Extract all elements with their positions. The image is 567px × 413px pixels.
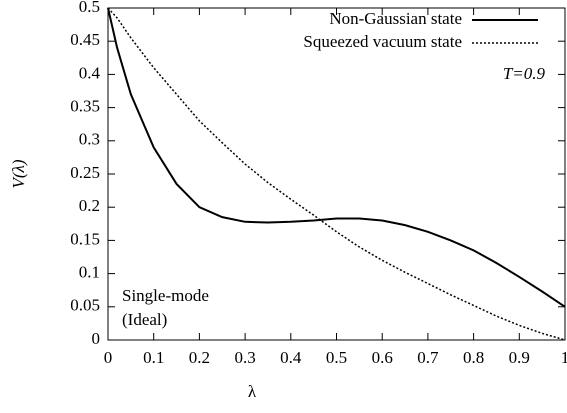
y-tick-label: 0.45 <box>70 30 100 49</box>
x-axis-label: λ <box>248 382 257 401</box>
x-tick-label: 0.7 <box>417 348 439 367</box>
y-tick-label: 0.4 <box>79 63 101 82</box>
legend-label: Non-Gaussian state <box>329 9 462 28</box>
x-tick-label: 1 <box>561 348 567 367</box>
y-tick-label: 0 <box>92 329 101 348</box>
y-axis-label: V(λ) <box>9 159 28 188</box>
y-tick-label: 0.05 <box>70 296 100 315</box>
x-tick-label: 0.6 <box>372 348 393 367</box>
y-tick-label: 0.5 <box>79 0 100 16</box>
series-line <box>107 7 566 341</box>
x-tick-label: 0.5 <box>326 348 347 367</box>
x-tick-label: 0.3 <box>234 348 255 367</box>
y-tick-label: 0.15 <box>70 229 100 248</box>
annotation: T=0.9 <box>503 64 546 83</box>
x-tick-label: 0.4 <box>280 348 302 367</box>
y-tick-label: 0.25 <box>70 163 100 182</box>
annotation: (Ideal) <box>122 310 167 329</box>
x-tick-label: 0.2 <box>189 348 210 367</box>
y-tick-label: 0.1 <box>79 263 100 282</box>
x-tick-label: 0.8 <box>463 348 484 367</box>
y-tick-label: 0.2 <box>79 196 100 215</box>
x-tick-label: 0.9 <box>509 348 530 367</box>
y-tick-label: 0.3 <box>79 130 100 149</box>
legend-label: Squeezed vacuum state <box>303 32 462 51</box>
annotation: Single-mode <box>122 286 209 305</box>
series-line <box>107 7 566 308</box>
y-tick-label: 0.35 <box>70 97 100 116</box>
x-tick-label: 0 <box>104 348 113 367</box>
x-tick-label: 0.1 <box>143 348 164 367</box>
